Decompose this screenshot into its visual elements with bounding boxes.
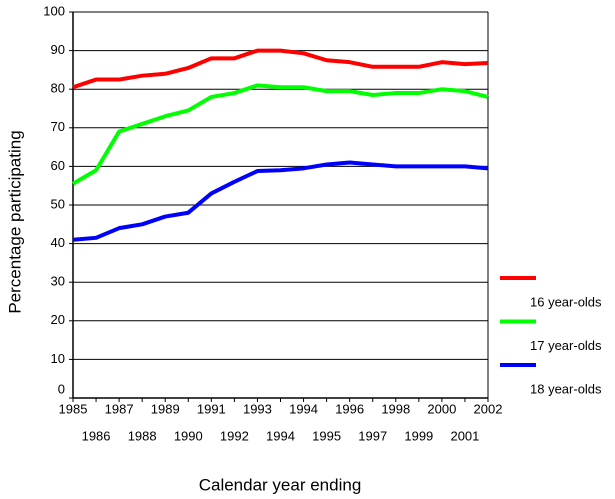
y-tick-label: 10 (51, 351, 65, 366)
y-tick-label: 90 (51, 42, 65, 57)
x-tick-label: 1995 (312, 428, 341, 443)
y-tick-label: 100 (43, 3, 65, 18)
y-tick-label: 80 (51, 81, 65, 96)
x-tick-label: 2002 (474, 401, 503, 416)
x-tick-label: 1989 (151, 401, 180, 416)
x-tick-label: 1994 (289, 401, 318, 416)
y-tick-label: 50 (51, 196, 65, 211)
x-tick-label: 1996 (335, 401, 364, 416)
series-line (72, 48, 489, 90)
x-tick-label: 1994 (266, 428, 295, 443)
x-tick-label: 1998 (381, 401, 410, 416)
y-tick-label: 0 (58, 381, 65, 396)
y-tick-label: 30 (51, 274, 65, 289)
y-tick-label: 20 (51, 312, 65, 327)
x-tick-label: 1987 (105, 401, 134, 416)
x-tick-label: 1997 (358, 428, 387, 443)
y-tick-label: 60 (51, 158, 65, 173)
legend-label: 16 year-olds (530, 294, 602, 309)
x-tick-label: 1991 (197, 401, 226, 416)
x-tick-label: 1990 (174, 428, 203, 443)
x-tick-label: 1993 (243, 401, 272, 416)
x-tick-label: 1999 (404, 428, 433, 443)
x-axis-label: Calendar year ending (199, 475, 362, 494)
y-tick-label: 70 (51, 119, 65, 134)
x-tick-label: 1986 (82, 428, 111, 443)
x-tick-label: 2001 (450, 428, 479, 443)
legend-label: 17 year-olds (530, 338, 602, 353)
series-line (71, 83, 489, 186)
legend-label: 18 year-olds (530, 381, 602, 396)
x-tick-label: 2000 (427, 401, 456, 416)
x-tick-label: 1992 (220, 428, 249, 443)
y-axis-label: Percentage participating (5, 130, 24, 313)
y-tick-label: 40 (51, 235, 65, 250)
x-tick-label: 1988 (128, 428, 157, 443)
series-line (72, 160, 489, 242)
x-tick-label: 1985 (59, 401, 88, 416)
